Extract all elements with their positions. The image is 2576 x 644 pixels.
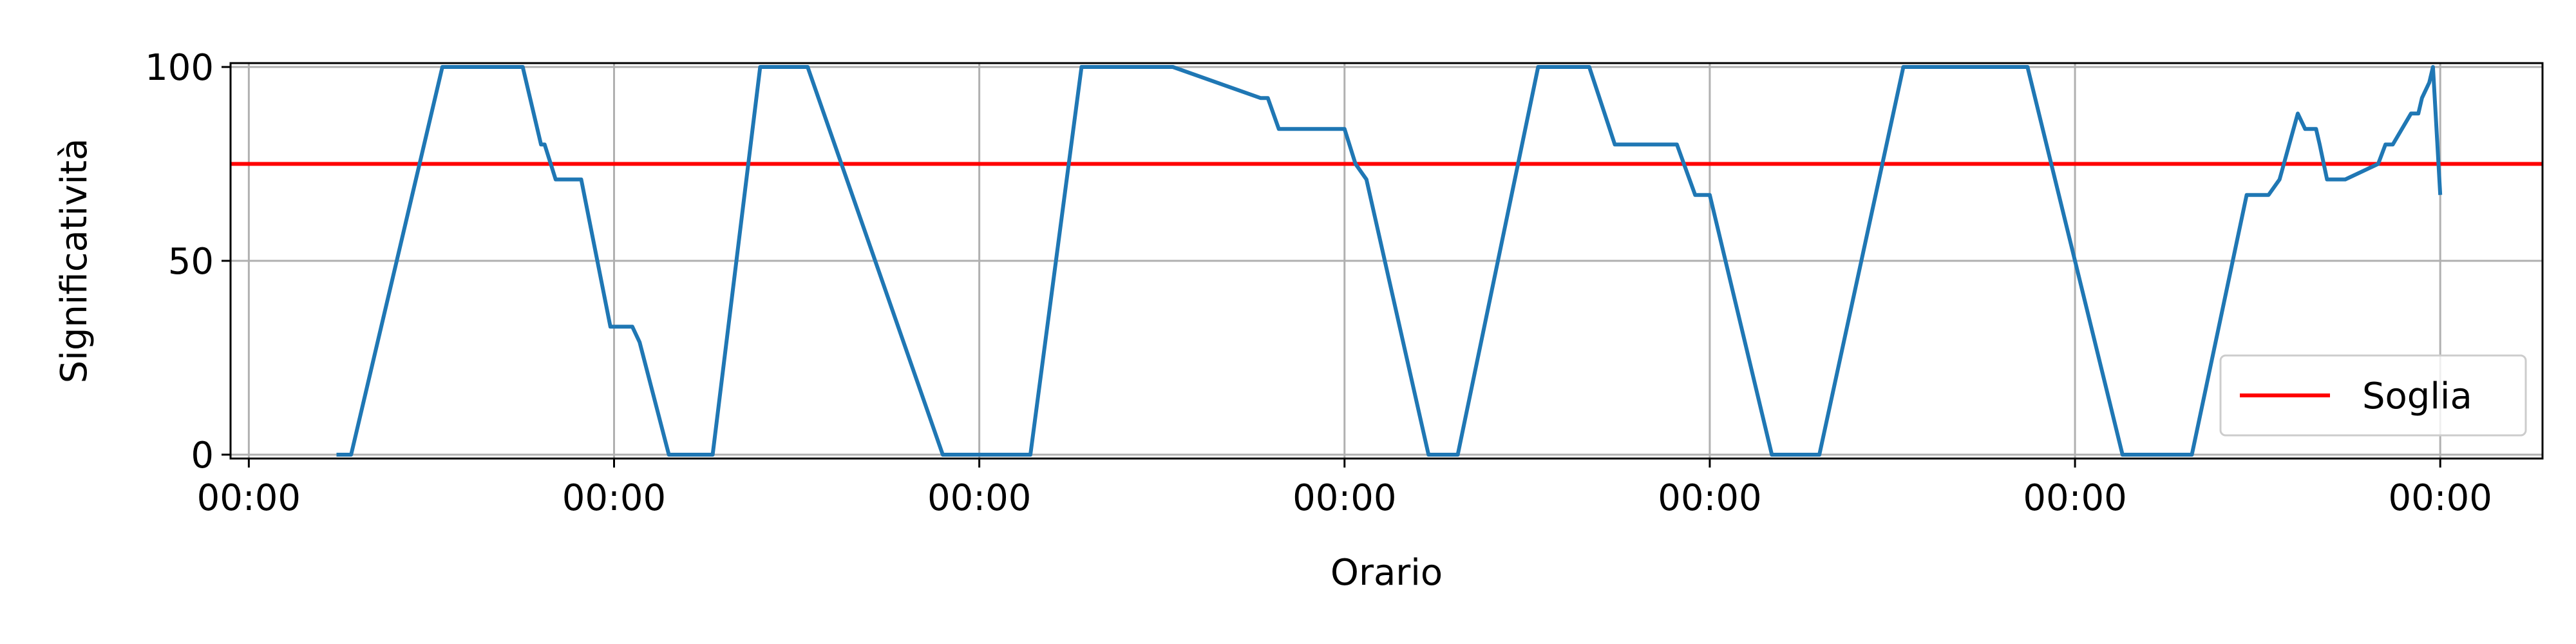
y-tick-label: 100	[145, 47, 214, 89]
y-axis-ticks: 0 50 100	[145, 47, 231, 477]
x-tick-label: 00:00	[562, 477, 666, 519]
x-tick-label: 00:00	[1293, 477, 1396, 519]
x-tick-label: 00:00	[1658, 477, 1761, 519]
legend-label-soglia: Soglia	[2362, 375, 2472, 417]
x-tick-label: 00:00	[927, 477, 1031, 519]
y-axis-label: Significatività	[53, 138, 95, 384]
x-axis-ticks: 00:00 00:00 00:00 00:00 00:00 00:00 00:00	[197, 459, 2492, 519]
series-line	[336, 65, 2443, 457]
x-axis-label: Orario	[1331, 552, 1443, 594]
x-tick-label: 00:00	[197, 477, 301, 519]
legend-box	[2219, 354, 2527, 437]
y-tick-label: 50	[168, 241, 214, 283]
y-tick-label: 0	[191, 435, 214, 477]
legend: Soglia	[2219, 354, 2527, 437]
x-tick-label: 00:00	[2389, 477, 2492, 519]
x-tick-label: 00:00	[2023, 477, 2126, 519]
series-layer	[336, 65, 2443, 457]
